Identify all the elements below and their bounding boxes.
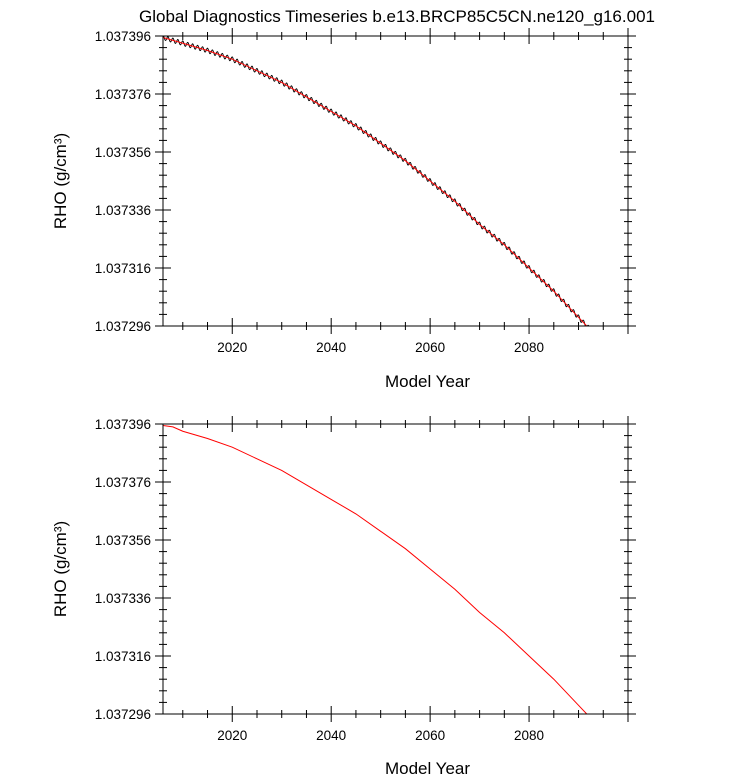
- x-tick-label: 2060: [415, 340, 445, 355]
- y-axis-label: RHO (g/cm³): [51, 133, 70, 229]
- y-tick-label: 1.037296: [95, 319, 151, 334]
- x-tick-label: 2020: [217, 728, 247, 743]
- plot-area: [163, 424, 588, 714]
- plot-frame: [162, 423, 629, 715]
- y-tick-label: 1.037396: [95, 417, 151, 432]
- figure-title: Global Diagnostics Timeseries b.e13.BRCP…: [139, 7, 655, 26]
- y-axis-label: RHO (g/cm³): [51, 521, 70, 617]
- x-tick-label: 2060: [415, 728, 445, 743]
- series-annual-line: [163, 424, 588, 714]
- x-tick-label: 2040: [316, 728, 346, 743]
- y-tick-label: 1.037356: [95, 533, 151, 548]
- series-annual-line: [163, 36, 588, 326]
- y-tick-label: 1.037396: [95, 29, 151, 44]
- y-tick-label: 1.037336: [95, 203, 151, 218]
- bottom-panel: 2020 2040 2060 2080 1.037396 1.037376 1.037356…: [51, 416, 636, 778]
- x-tick-label: 2040: [316, 340, 346, 355]
- y-tick-label: 1.037316: [95, 649, 151, 664]
- y-tick-label: 1.037336: [95, 591, 151, 606]
- y-tick-label: 1.037356: [95, 145, 151, 160]
- x-tick-label: 2080: [514, 728, 544, 743]
- top-panel: 2020 2040 2060 2080 1.037396 1.037376 1.037356…: [51, 28, 636, 391]
- y-tick-label: 1.037316: [95, 261, 151, 276]
- y-tick-label: 1.037376: [95, 87, 151, 102]
- series-monthly-line: [163, 36, 590, 326]
- x-axis-label: Model Year: [385, 372, 470, 391]
- y-tick-label: 1.037376: [95, 475, 151, 490]
- x-tick-label: 2080: [514, 340, 544, 355]
- x-tick-label: 2020: [217, 340, 247, 355]
- plot-frame: [162, 35, 629, 327]
- x-axis-label: Model Year: [385, 759, 470, 778]
- y-tick-label: 1.037296: [95, 707, 151, 722]
- plot-area: [163, 36, 590, 326]
